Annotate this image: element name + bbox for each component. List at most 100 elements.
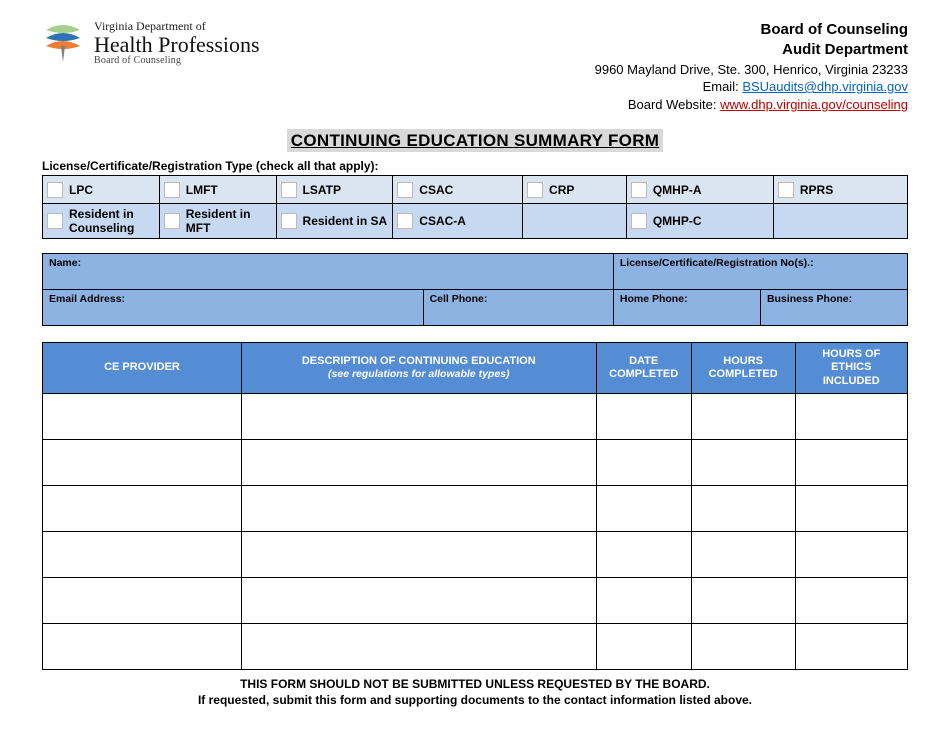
ce-header-row: CE PROVIDERDESCRIPTION OF CONTINUING EDU… bbox=[43, 343, 908, 394]
ce-cell[interactable] bbox=[691, 531, 795, 577]
info-row: Name:License/Certificate/Registration No… bbox=[43, 254, 908, 290]
form-title-row: CONTINUING EDUCATION SUMMARY FORM bbox=[42, 131, 908, 151]
license-type-label: Resident in MFT bbox=[186, 207, 272, 235]
license-type-label: CSAC-A bbox=[419, 214, 466, 228]
checkbox-icon[interactable] bbox=[47, 213, 63, 229]
footer-line-2: If requested, submit this form and suppo… bbox=[42, 692, 908, 708]
header: Virginia Department of Health Profession… bbox=[42, 20, 908, 113]
license-type-label: QMHP-C bbox=[653, 214, 702, 228]
license-type-label: QMHP-A bbox=[653, 183, 702, 197]
info-field[interactable]: Home Phone: bbox=[613, 290, 760, 326]
license-type-cell: LMFT bbox=[159, 176, 276, 204]
ce-row bbox=[43, 531, 908, 577]
ce-cell[interactable] bbox=[596, 485, 691, 531]
ce-cell[interactable] bbox=[691, 623, 795, 669]
license-type-label: RPRS bbox=[800, 183, 833, 197]
ce-cell[interactable] bbox=[795, 393, 907, 439]
email-label: Email: bbox=[703, 79, 743, 94]
ce-cell[interactable] bbox=[691, 485, 795, 531]
ce-column-header: DATE COMPLETED bbox=[596, 343, 691, 394]
checkbox-icon[interactable] bbox=[281, 213, 297, 229]
form-title: CONTINUING EDUCATION SUMMARY FORM bbox=[287, 129, 663, 152]
license-type-label: LSATP bbox=[303, 183, 341, 197]
org-email-row: Email: BSUaudits@dhp.virginia.gov bbox=[595, 78, 908, 96]
checkbox-icon[interactable] bbox=[164, 182, 180, 198]
dhp-logo-icon bbox=[42, 22, 84, 64]
license-type-cell: Resident in SA bbox=[276, 204, 393, 239]
ce-cell[interactable] bbox=[241, 623, 596, 669]
license-type-label: Resident in Counseling bbox=[69, 207, 155, 235]
ce-cell[interactable] bbox=[596, 439, 691, 485]
checkbox-icon[interactable] bbox=[527, 182, 543, 198]
license-type-row: LPC LMFT LSATP CSAC CRP QMHP-A RPRS bbox=[43, 176, 908, 204]
checkbox-icon[interactable] bbox=[778, 182, 794, 198]
ce-cell[interactable] bbox=[43, 439, 242, 485]
license-type-cell: CRP bbox=[523, 176, 627, 204]
ce-row bbox=[43, 485, 908, 531]
website-link[interactable]: www.dhp.virginia.gov/counseling bbox=[720, 97, 908, 112]
ce-cell[interactable] bbox=[241, 393, 596, 439]
ce-cell[interactable] bbox=[795, 623, 907, 669]
ce-cell[interactable] bbox=[43, 485, 242, 531]
ce-cell[interactable] bbox=[795, 439, 907, 485]
license-type-cell: LPC bbox=[43, 176, 160, 204]
ce-cell[interactable] bbox=[43, 531, 242, 577]
ce-cell[interactable] bbox=[596, 623, 691, 669]
license-type-row: Resident in Counseling Resident in MFT Res… bbox=[43, 204, 908, 239]
checkbox-icon[interactable] bbox=[164, 213, 180, 229]
ce-cell[interactable] bbox=[43, 577, 242, 623]
license-type-label: LPC bbox=[69, 183, 93, 197]
ce-column-header: CE PROVIDER bbox=[43, 343, 242, 394]
ce-cell[interactable] bbox=[241, 531, 596, 577]
license-type-label: LMFT bbox=[186, 183, 218, 197]
logo-line2: Health Professions bbox=[94, 33, 260, 56]
ce-cell[interactable] bbox=[691, 439, 795, 485]
checkbox-icon[interactable] bbox=[281, 182, 297, 198]
ce-cell[interactable] bbox=[691, 393, 795, 439]
info-field[interactable]: Email Address: bbox=[43, 290, 424, 326]
org-name-2: Audit Department bbox=[595, 40, 908, 60]
license-type-cell: QMHP-C bbox=[626, 204, 773, 239]
ce-column-header: HOURS OF ETHICS INCLUDED bbox=[795, 343, 907, 394]
info-field[interactable]: Cell Phone: bbox=[423, 290, 613, 326]
ce-cell[interactable] bbox=[596, 393, 691, 439]
license-type-table: LPC LMFT LSATP CSAC CRP QMHP-A RPRS Resident in… bbox=[42, 175, 908, 239]
footer-line-1: THIS FORM SHOULD NOT BE SUBMITTED UNLESS… bbox=[42, 676, 908, 692]
checkbox-icon[interactable] bbox=[631, 213, 647, 229]
license-type-cell: CSAC-A bbox=[393, 204, 523, 239]
license-type-label: CRP bbox=[549, 183, 574, 197]
license-type-cell: Resident in MFT bbox=[159, 204, 276, 239]
license-type-label: Resident in SA bbox=[303, 214, 388, 228]
ce-cell[interactable] bbox=[596, 531, 691, 577]
ce-cell[interactable] bbox=[795, 485, 907, 531]
checkbox-icon[interactable] bbox=[47, 182, 63, 198]
ce-cell[interactable] bbox=[241, 577, 596, 623]
ce-row bbox=[43, 393, 908, 439]
personal-info-table: Name:License/Certificate/Registration No… bbox=[42, 253, 908, 326]
ce-cell[interactable] bbox=[43, 393, 242, 439]
ce-row bbox=[43, 623, 908, 669]
info-field[interactable]: License/Certificate/Registration No(s).: bbox=[613, 254, 907, 290]
ce-cell[interactable] bbox=[691, 577, 795, 623]
logo-block: Virginia Department of Health Profession… bbox=[42, 20, 260, 66]
logo-line1: Virginia Department of bbox=[94, 20, 260, 33]
checkbox-icon[interactable] bbox=[397, 213, 413, 229]
checkbox-icon[interactable] bbox=[397, 182, 413, 198]
ce-cell[interactable] bbox=[795, 531, 907, 577]
ce-cell[interactable] bbox=[596, 577, 691, 623]
license-type-cell: CSAC bbox=[393, 176, 523, 204]
ce-cell[interactable] bbox=[241, 439, 596, 485]
license-type-cell bbox=[523, 204, 627, 239]
org-website-row: Board Website: www.dhp.virginia.gov/coun… bbox=[595, 96, 908, 114]
license-type-cell: LSATP bbox=[276, 176, 393, 204]
info-field[interactable]: Name: bbox=[43, 254, 614, 290]
info-field[interactable]: Business Phone: bbox=[760, 290, 907, 326]
ce-cell[interactable] bbox=[795, 577, 907, 623]
type-section-label: License/Certificate/Registration Type (c… bbox=[42, 159, 908, 173]
license-type-cell bbox=[773, 204, 907, 239]
checkbox-icon[interactable] bbox=[631, 182, 647, 198]
ce-cell[interactable] bbox=[43, 623, 242, 669]
org-address: 9960 Mayland Drive, Ste. 300, Henrico, V… bbox=[595, 61, 908, 79]
ce-cell[interactable] bbox=[241, 485, 596, 531]
email-link[interactable]: BSUaudits@dhp.virginia.gov bbox=[742, 79, 908, 94]
